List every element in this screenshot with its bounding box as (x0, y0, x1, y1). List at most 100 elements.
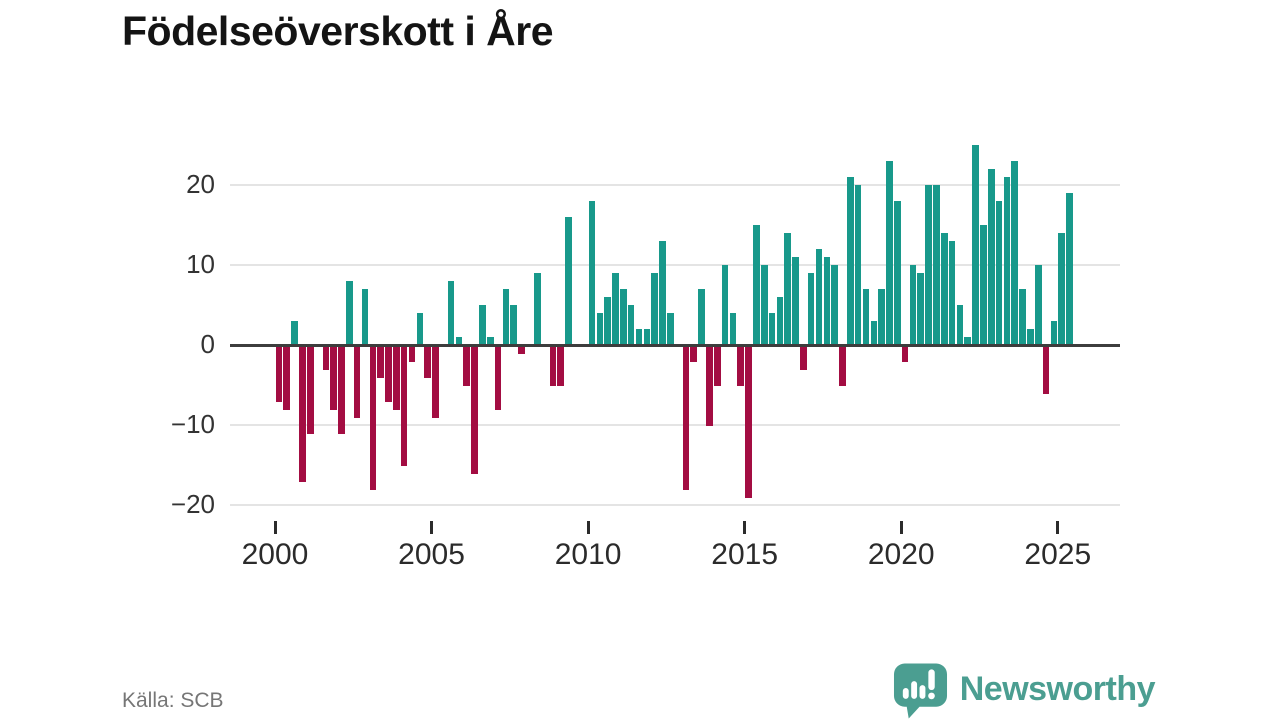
bar-quarter-2014q2 (721, 265, 729, 345)
newsworthy-wordmark: Newsworthy (959, 670, 1156, 708)
x-axis-tick-label: 2005 (398, 538, 465, 571)
bar-quarter-2019q4 (894, 201, 901, 345)
bar-quarter-2006q4 (486, 337, 494, 345)
bar-quarter-2002q2 (346, 281, 353, 345)
bar-quarter-2005q1 (432, 346, 439, 418)
bar-quarter-2024q1 (1027, 329, 1034, 345)
x-axis-tick-label: 2025 (1024, 538, 1092, 571)
bar-quarter-2004q3 (416, 313, 424, 345)
bar-quarter-2014q4 (737, 346, 745, 386)
bar-quarter-2007q4 (518, 346, 525, 354)
bar-quarter-2011q2 (627, 305, 635, 345)
bar-quarter-2000q3 (291, 321, 298, 345)
bar-quarter-2016q2 (784, 233, 791, 345)
bar-quarter-2023q3 (1011, 161, 1019, 345)
bar-quarter-2016q1 (776, 297, 784, 345)
bar-quarter-2014q3 (729, 313, 737, 345)
bar-quarter-2009q2 (565, 217, 572, 345)
bar-quarter-2011q1 (620, 289, 627, 345)
bar-quarter-2004q1 (400, 346, 408, 466)
bar-quarter-2021q3 (948, 241, 956, 345)
bar-quarter-2000q4 (299, 346, 306, 482)
bar-quarter-2017q4 (831, 265, 838, 345)
bar-quarter-2005q4 (455, 337, 463, 345)
y-axis-tick-label: 10 (186, 249, 215, 279)
bar-quarter-2021q2 (940, 233, 948, 345)
bar-quarter-2006q1 (463, 346, 471, 386)
bar-quarter-2022q2 (972, 145, 979, 345)
zero-line (230, 344, 1120, 347)
x-axis-tick (743, 521, 747, 534)
bar-quarter-2020q1 (901, 346, 909, 362)
bar-quarter-2008q4 (549, 346, 557, 386)
bar-quarter-2007q1 (494, 346, 502, 410)
source-note: Källa: SCB (122, 689, 224, 712)
bar-quarter-2001q4 (330, 346, 337, 410)
bar-quarter-2002q3 (353, 346, 361, 418)
bar-quarter-2008q2 (533, 273, 541, 345)
bar-quarter-2023q2 (1003, 177, 1011, 345)
bar-quarter-2012q2 (659, 241, 666, 345)
bar-quarter-2018q2 (847, 177, 854, 345)
bar-quarter-2023q1 (995, 201, 1003, 345)
bar-quarter-2003q3 (385, 346, 392, 402)
y-axis-tick-label: 20 (186, 169, 215, 199)
bar-quarter-2006q2 (471, 346, 478, 474)
bar-quarter-2002q1 (338, 346, 345, 434)
bar-quarter-2010q2 (596, 313, 604, 345)
bar-quarter-2023q4 (1019, 289, 1026, 345)
gridline-y-10 (230, 424, 1120, 426)
bar-quarter-2018q3 (854, 185, 862, 345)
newsworthy-logo: Newsworthy (893, 662, 1156, 720)
bar-quarter-2024q2 (1034, 265, 1042, 345)
bar-quarter-2018q1 (839, 346, 846, 386)
bar-quarter-2022q4 (987, 169, 995, 345)
gridline-y20 (230, 184, 1120, 186)
bar-quarter-2012q3 (667, 313, 674, 345)
x-axis-tick (1056, 521, 1060, 534)
bar-quarter-2017q1 (807, 273, 815, 345)
x-axis-tick-label: 2010 (554, 538, 622, 571)
bar-quarter-2010q4 (612, 273, 619, 345)
bar-quarter-2022q1 (964, 337, 972, 345)
bar-quarter-2011q3 (635, 329, 643, 345)
gridline-y10 (230, 264, 1120, 266)
bar-quarter-2015q3 (760, 265, 768, 345)
bar-quarter-2025q1 (1058, 233, 1065, 345)
newsworthy-bubble-icon (893, 663, 947, 719)
bar-quarter-2020q3 (917, 273, 925, 345)
bar-quarter-2018q4 (862, 289, 870, 345)
bar-quarter-2020q4 (925, 185, 932, 345)
bar-quarter-2021q4 (956, 305, 964, 345)
x-axis-tick-label: 2015 (711, 538, 779, 571)
bar-quarter-2022q3 (980, 225, 987, 345)
bar-quarter-2015q1 (745, 346, 752, 498)
bar-quarter-2011q4 (643, 329, 651, 345)
x-axis-tick (899, 521, 903, 534)
bar-quarter-2016q3 (792, 257, 799, 345)
bar-quarter-2010q1 (588, 201, 596, 345)
bar-quarter-2003q2 (377, 346, 384, 378)
y-axis-tick-label: −20 (170, 489, 215, 519)
y-axis-tick-label: −10 (170, 409, 215, 439)
bar-quarter-2013q4 (706, 346, 713, 426)
bar-quarter-2024q3 (1042, 346, 1050, 394)
bar-quarter-2000q1 (275, 346, 283, 402)
bar-quarter-2005q3 (447, 281, 455, 345)
bar-quarter-2007q3 (510, 305, 518, 345)
bar-quarter-2004q4 (424, 346, 431, 378)
bar-quarter-2013q3 (698, 289, 705, 345)
bar-quarter-2004q2 (408, 346, 416, 362)
bar-quarter-2001q3 (322, 346, 330, 370)
bar-quarter-2013q1 (682, 346, 690, 490)
bar-quarter-2016q4 (800, 346, 807, 370)
bar-quarter-2020q2 (909, 265, 917, 345)
chart-title: Födelseöverskott i Åre (122, 8, 554, 54)
bar-quarter-2019q3 (886, 161, 893, 345)
bar-quarter-2024q4 (1050, 321, 1058, 345)
bar-quarter-2000q2 (283, 346, 291, 410)
bar-quarter-2014q1 (713, 346, 721, 386)
bar-quarter-2003q1 (369, 346, 377, 490)
